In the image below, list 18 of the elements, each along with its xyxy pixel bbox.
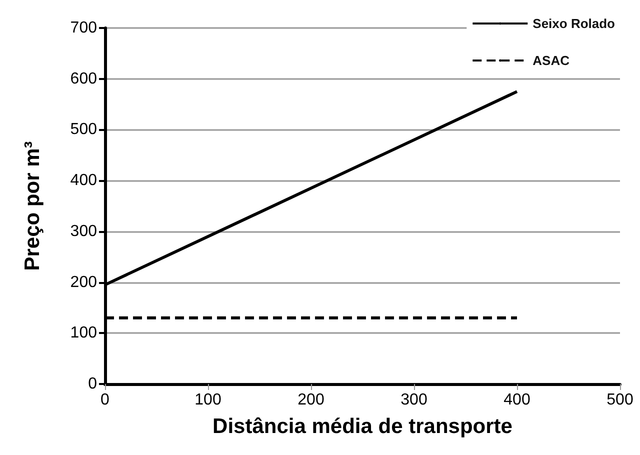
y-axis-title: Preço por m³ [21, 141, 44, 271]
x-tick-label: 300 [400, 392, 428, 408]
legend-label: ASAC [532, 53, 570, 68]
legend-label: Seixo Rolado [532, 16, 616, 31]
y-tick-label: 100 [70, 324, 98, 342]
y-tick-label: 400 [70, 172, 98, 190]
x-tick-label: 500 [606, 392, 634, 408]
x-tick-label: 200 [298, 392, 324, 408]
x-axis-title: Distância média de transporte [212, 415, 512, 438]
x-tick-label: 100 [194, 392, 222, 408]
y-tick-label: 0 [88, 376, 98, 392]
y-tick-label: 600 [70, 70, 98, 88]
x-tick-label: 0 [100, 392, 110, 408]
y-tick-label: 300 [70, 222, 98, 240]
y-tick-label: 200 [70, 274, 98, 291]
x-tick-label: 400 [504, 392, 530, 408]
y-tick-label: 500 [70, 121, 98, 138]
y-tick-label: 700 [70, 20, 98, 36]
